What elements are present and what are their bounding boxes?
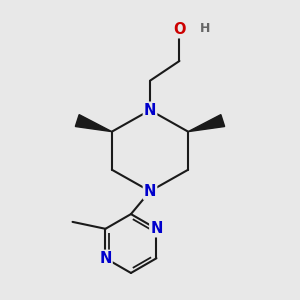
Text: H: H (200, 22, 210, 34)
Text: N: N (144, 184, 156, 199)
Polygon shape (75, 115, 112, 132)
Text: N: N (99, 251, 112, 266)
Text: N: N (144, 103, 156, 118)
Polygon shape (188, 115, 225, 132)
Text: O: O (173, 22, 186, 37)
Text: N: N (150, 221, 163, 236)
